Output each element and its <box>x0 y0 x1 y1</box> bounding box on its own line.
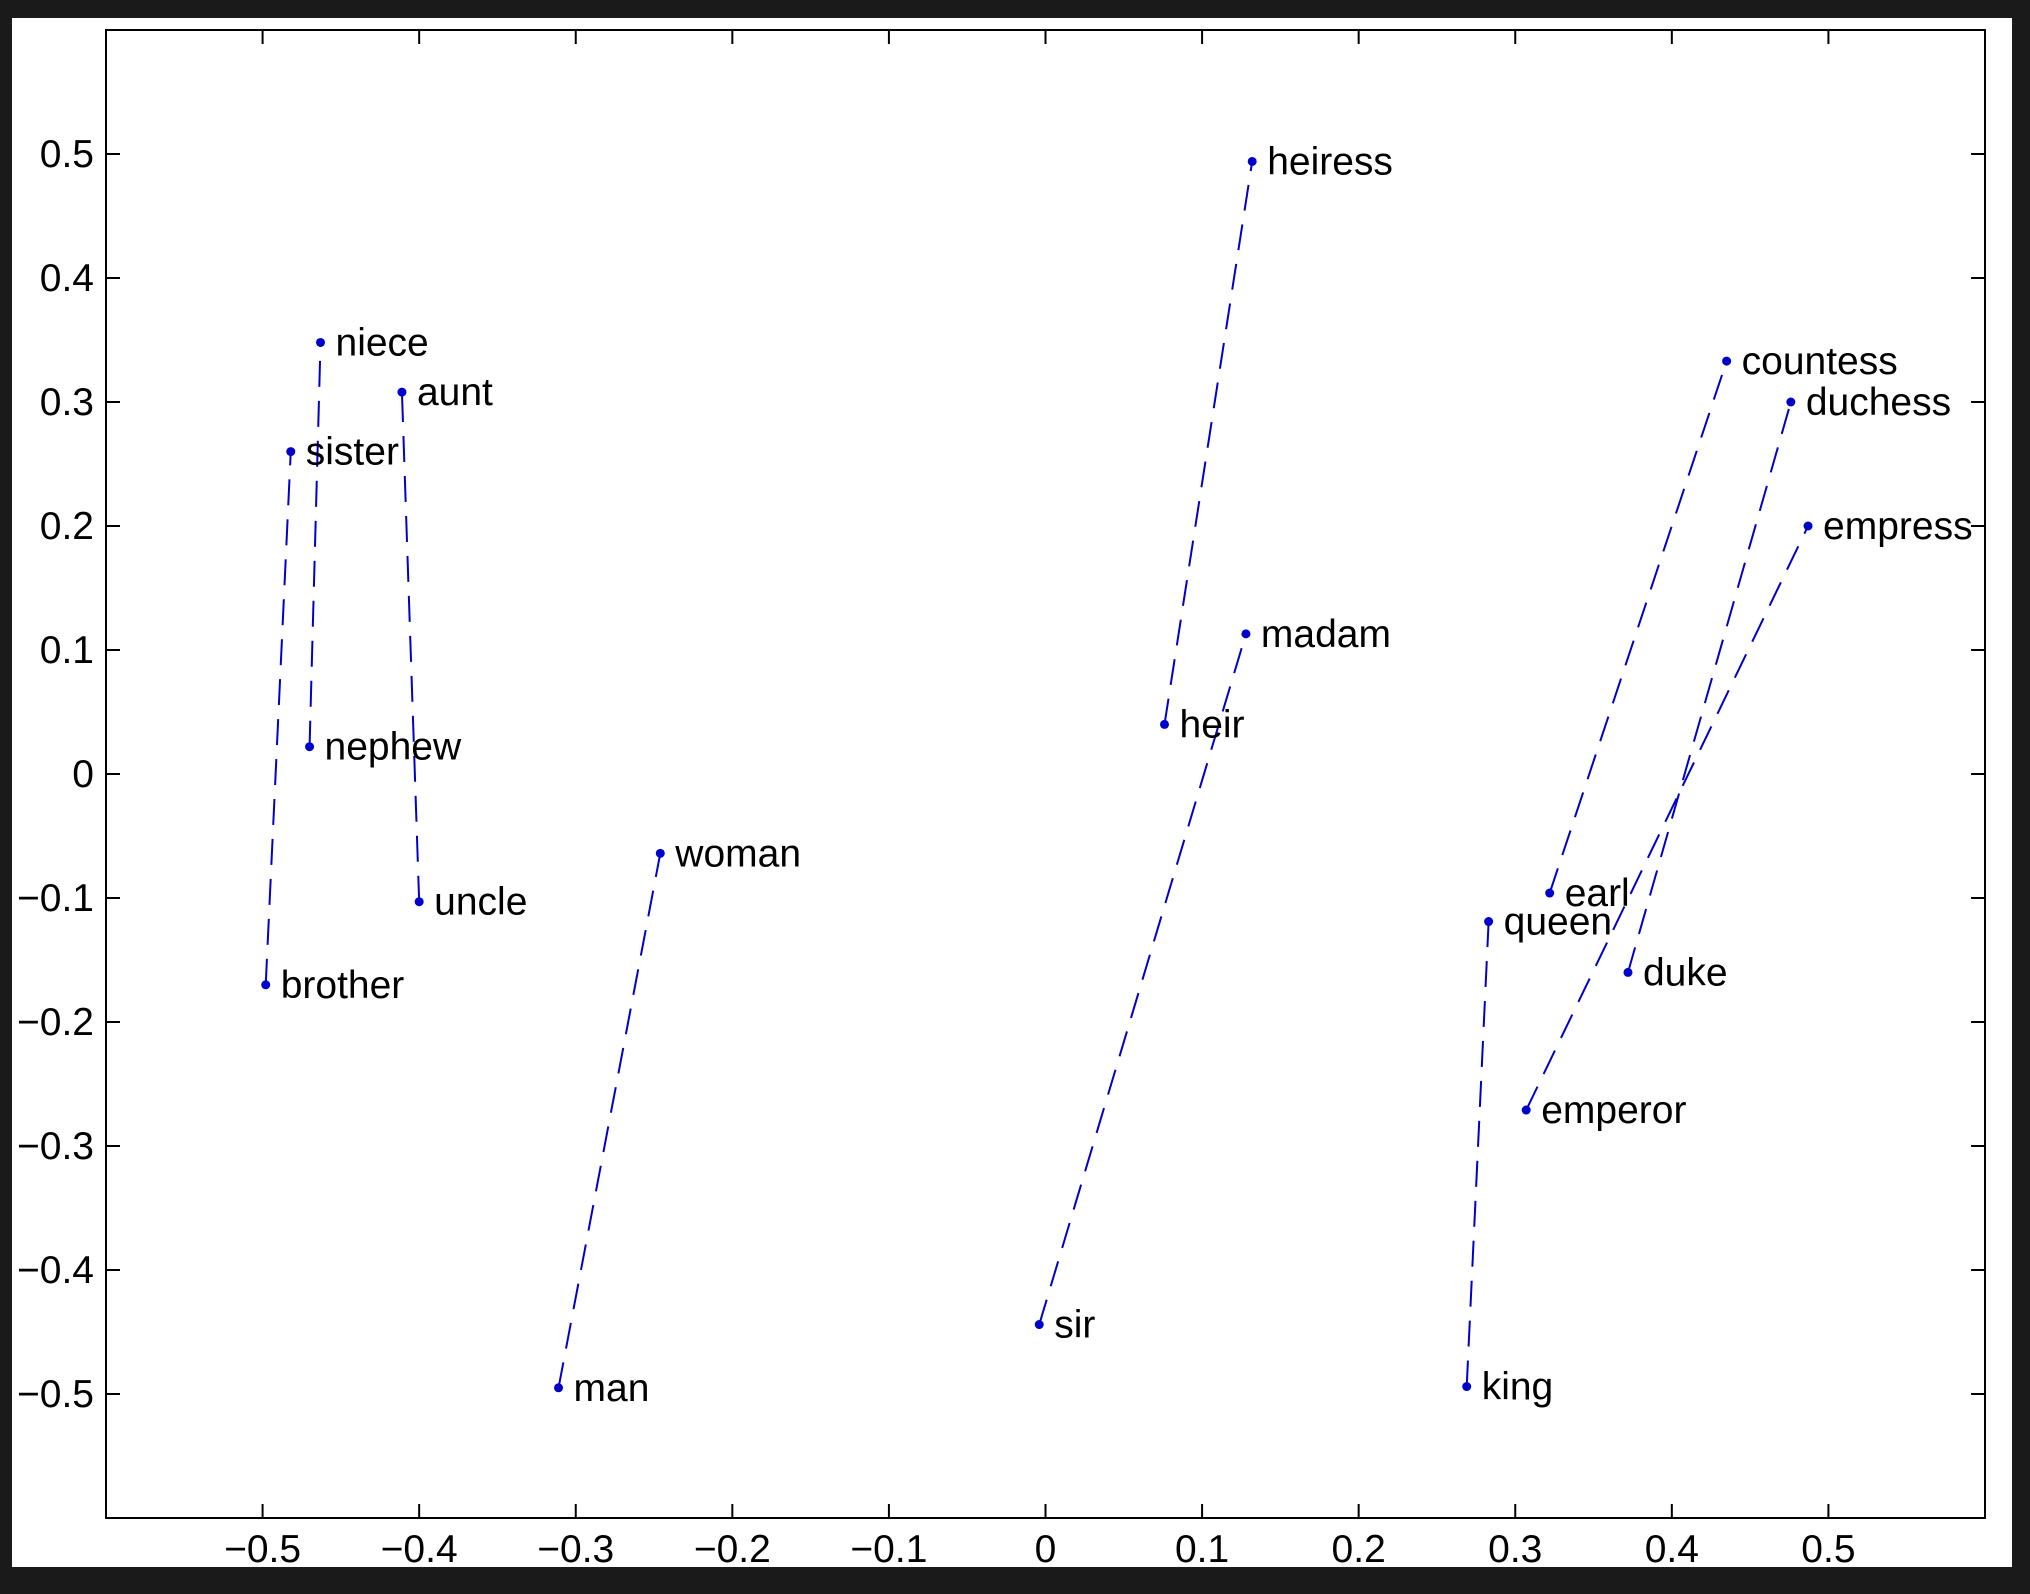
y-tick-label: 0 <box>72 753 94 796</box>
point-labels: brother sister nephew niece uncle aunt man woma… <box>281 140 1973 1409</box>
pair-line-king-queen <box>1465 921 1490 1387</box>
label-queen: queen <box>1504 901 1612 944</box>
y-tick-label: −0.1 <box>17 877 94 920</box>
point-heir <box>1160 719 1170 729</box>
x-tick-label: 0.5 <box>1801 1528 1855 1567</box>
point-king <box>1462 1382 1472 1392</box>
y-tick-label: 0.4 <box>40 257 94 300</box>
y-tick-label: −0.5 <box>17 1373 94 1416</box>
point-earl <box>1545 888 1555 898</box>
label-heir: heir <box>1180 703 1245 746</box>
x-tick-label: 0.2 <box>1332 1528 1386 1567</box>
label-duchess: duchess <box>1806 381 1951 424</box>
point-duchess <box>1786 397 1796 407</box>
pair-line-earl-countess <box>1548 360 1728 894</box>
label-woman: woman <box>674 832 801 875</box>
y-tick-label: 0.5 <box>40 133 94 176</box>
pair-line-man-woman <box>557 853 662 1388</box>
x-tick-label: −0.3 <box>537 1528 614 1567</box>
label-emperor: emperor <box>1541 1089 1686 1132</box>
label-aunt: aunt <box>417 371 493 414</box>
pair-line-uncle-aunt <box>400 392 421 902</box>
point-man <box>554 1383 564 1393</box>
label-empress: empress <box>1823 505 1973 548</box>
point-woman <box>655 848 665 858</box>
x-tick-label: −0.1 <box>850 1528 927 1567</box>
label-heiress: heiress <box>1267 140 1393 183</box>
pair-line-heir-heiress <box>1163 161 1254 725</box>
point-queen <box>1484 917 1494 927</box>
plot-box <box>105 29 1986 1519</box>
point-madam <box>1241 629 1251 639</box>
pair-line-emperor-empress <box>1525 525 1809 1111</box>
pair-line-brother-sister <box>264 451 292 985</box>
label-madam: madam <box>1261 613 1391 656</box>
data-points <box>261 156 1813 1393</box>
label-sir: sir <box>1054 1304 1095 1347</box>
point-brother <box>261 980 271 990</box>
pair-line-duke-duchess <box>1627 401 1792 973</box>
point-emperor <box>1521 1105 1531 1115</box>
label-earl: earl <box>1565 872 1630 915</box>
label-niece: niece <box>336 321 429 364</box>
label-countess: countess <box>1742 340 1898 383</box>
x-tick-label: −0.5 <box>224 1528 301 1567</box>
label-nephew: nephew <box>325 726 462 769</box>
point-uncle <box>414 897 424 907</box>
x-tick-label: 0.3 <box>1488 1528 1542 1567</box>
x-tick-label: −0.4 <box>381 1528 458 1567</box>
point-niece <box>316 337 326 347</box>
pair-line-nephew-niece <box>308 342 322 747</box>
chart-frame: brother sister nephew niece uncle aunt man woma… <box>12 18 2012 1567</box>
point-aunt <box>397 387 407 397</box>
point-heiress <box>1247 156 1257 166</box>
y-tick-label: 0.1 <box>40 629 94 672</box>
axes: −0.5 −0.4 −0.3 −0.2 −0.1 0 0.1 0.2 0.3 0.4 0.5 −0.5… <box>17 29 1986 1567</box>
point-duke <box>1623 967 1633 977</box>
x-tick-label: 0.1 <box>1175 1528 1229 1567</box>
y-tick-label: −0.4 <box>17 1249 94 1292</box>
scatter-chart: brother sister nephew niece uncle aunt man woma… <box>17 29 1986 1567</box>
point-empress <box>1803 521 1813 531</box>
y-tick-label: −0.3 <box>17 1125 94 1168</box>
label-brother: brother <box>281 964 405 1007</box>
point-nephew <box>305 742 315 752</box>
x-tick-label: −0.2 <box>694 1528 771 1567</box>
y-tick-label: 0.3 <box>40 381 94 424</box>
y-tick-label: −0.2 <box>17 1001 94 1044</box>
point-countess <box>1722 356 1732 366</box>
pair-lines <box>264 161 1809 1388</box>
label-sister: sister <box>306 431 399 474</box>
label-uncle: uncle <box>434 881 527 924</box>
x-tick-label: 0.4 <box>1645 1528 1699 1567</box>
x-tick-label: 0 <box>1035 1528 1057 1567</box>
pair-line-sir-madam <box>1038 633 1247 1325</box>
label-duke: duke <box>1643 951 1728 994</box>
label-king: king <box>1482 1366 1554 1409</box>
label-man: man <box>574 1367 650 1410</box>
point-sister <box>286 447 296 457</box>
point-sir <box>1034 1320 1044 1330</box>
y-tick-label: 0.2 <box>40 505 94 548</box>
